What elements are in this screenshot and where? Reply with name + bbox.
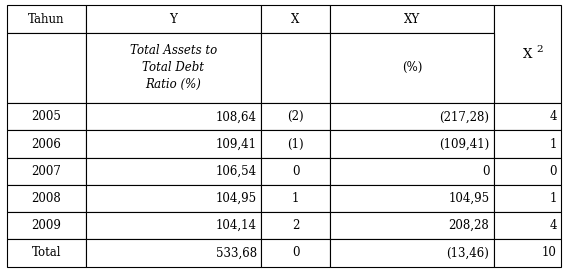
Text: 2009: 2009 bbox=[31, 219, 61, 232]
Bar bbox=[261, 5, 330, 33]
Text: 208,28: 208,28 bbox=[449, 219, 489, 232]
Text: X: X bbox=[523, 48, 532, 61]
Bar bbox=[494, 131, 561, 158]
Bar bbox=[494, 5, 561, 103]
Bar bbox=[7, 103, 86, 131]
Bar bbox=[261, 185, 330, 212]
Bar bbox=[494, 103, 561, 131]
Bar bbox=[86, 131, 261, 158]
Text: Y: Y bbox=[169, 13, 177, 26]
Text: 1: 1 bbox=[549, 138, 557, 151]
Text: 2008: 2008 bbox=[31, 192, 61, 205]
Bar bbox=[261, 158, 330, 185]
Text: 0: 0 bbox=[482, 165, 489, 178]
Text: 0: 0 bbox=[292, 165, 299, 178]
Text: 109,41: 109,41 bbox=[216, 138, 257, 151]
Bar bbox=[261, 103, 330, 131]
Text: 10: 10 bbox=[542, 246, 557, 259]
Bar bbox=[261, 131, 330, 158]
Text: 2005: 2005 bbox=[31, 110, 61, 123]
Text: 2: 2 bbox=[536, 45, 543, 54]
Text: 2: 2 bbox=[292, 219, 299, 232]
Bar bbox=[494, 212, 561, 239]
Bar bbox=[330, 131, 494, 158]
Bar bbox=[261, 33, 330, 103]
Text: (217,28): (217,28) bbox=[439, 110, 489, 123]
Text: (1): (1) bbox=[287, 138, 304, 151]
Text: 108,64: 108,64 bbox=[216, 110, 257, 123]
Bar bbox=[7, 212, 86, 239]
Bar bbox=[494, 239, 561, 267]
Bar bbox=[86, 103, 261, 131]
Bar bbox=[7, 131, 86, 158]
Bar bbox=[86, 5, 261, 33]
Bar bbox=[330, 5, 494, 33]
Text: 104,14: 104,14 bbox=[216, 219, 257, 232]
Bar bbox=[494, 185, 561, 212]
Text: 1: 1 bbox=[549, 192, 557, 205]
Bar bbox=[86, 212, 261, 239]
Text: 104,95: 104,95 bbox=[448, 192, 489, 205]
Bar bbox=[86, 158, 261, 185]
Text: 1: 1 bbox=[292, 192, 299, 205]
Text: (%): (%) bbox=[402, 61, 422, 75]
Text: 106,54: 106,54 bbox=[216, 165, 257, 178]
Bar bbox=[86, 185, 261, 212]
Text: (2): (2) bbox=[287, 110, 304, 123]
Bar bbox=[7, 33, 86, 103]
Bar bbox=[494, 158, 561, 185]
Bar bbox=[330, 158, 494, 185]
Text: Total: Total bbox=[31, 246, 61, 259]
Text: 104,95: 104,95 bbox=[216, 192, 257, 205]
Bar bbox=[330, 212, 494, 239]
Text: 0: 0 bbox=[292, 246, 299, 259]
Bar bbox=[7, 5, 86, 33]
Text: XY: XY bbox=[404, 13, 420, 26]
Bar bbox=[7, 185, 86, 212]
Bar bbox=[330, 239, 494, 267]
Bar bbox=[86, 239, 261, 267]
Bar bbox=[86, 33, 261, 103]
Bar bbox=[330, 33, 494, 103]
Bar bbox=[330, 185, 494, 212]
Text: 533,68: 533,68 bbox=[216, 246, 257, 259]
Bar bbox=[261, 212, 330, 239]
Text: 0: 0 bbox=[549, 165, 557, 178]
Text: Tahun: Tahun bbox=[28, 13, 64, 26]
Text: 2006: 2006 bbox=[31, 138, 61, 151]
Bar bbox=[7, 158, 86, 185]
Bar bbox=[261, 239, 330, 267]
Bar bbox=[7, 239, 86, 267]
Bar bbox=[330, 103, 494, 131]
Text: (13,46): (13,46) bbox=[446, 246, 489, 259]
Text: X: X bbox=[291, 13, 300, 26]
Text: (109,41): (109,41) bbox=[439, 138, 489, 151]
Text: Total Assets to
Total Debt
Ratio (%): Total Assets to Total Debt Ratio (%) bbox=[130, 44, 217, 91]
Text: 4: 4 bbox=[549, 110, 557, 123]
Text: 2007: 2007 bbox=[31, 165, 61, 178]
Text: 4: 4 bbox=[549, 219, 557, 232]
